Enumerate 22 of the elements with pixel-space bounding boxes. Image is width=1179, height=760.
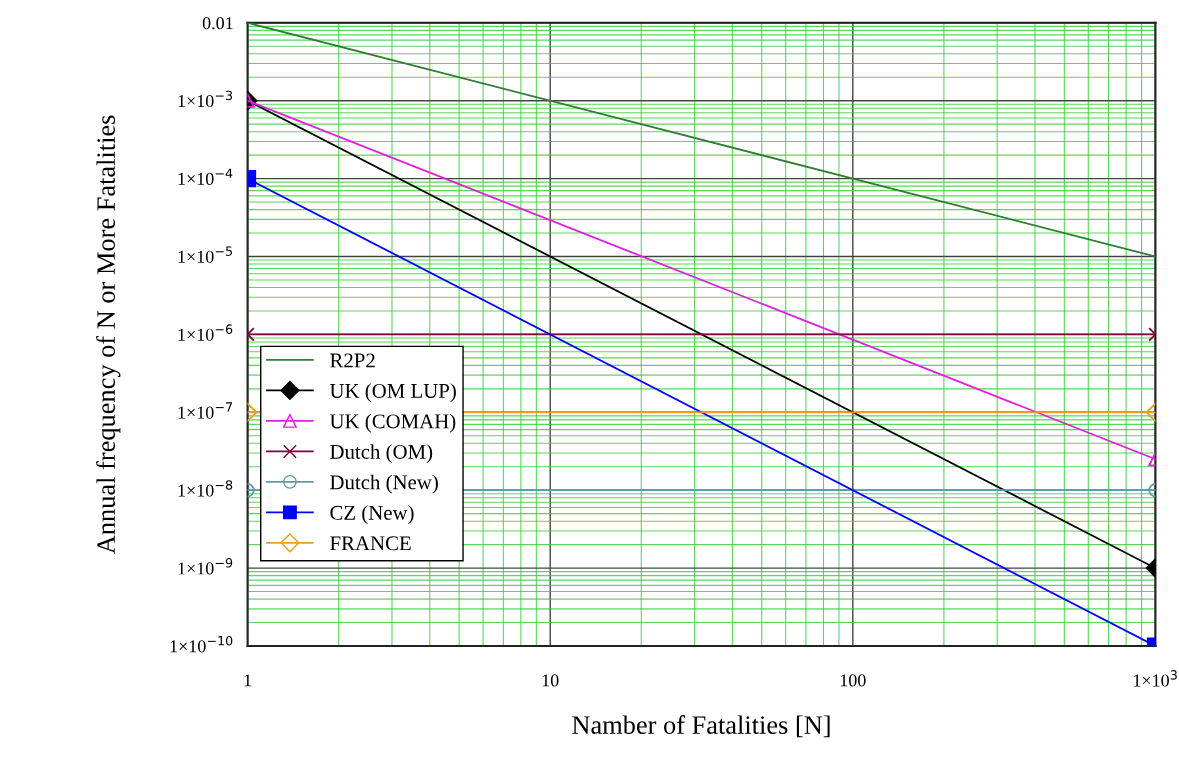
- y-axis-title: Annual frequency of N or More Fatalities: [96, 115, 121, 554]
- x-tick-label: 1: [244, 674, 252, 687]
- x-tick-label: 10: [542, 674, 559, 687]
- legend-label: FRANCE: [330, 536, 411, 551]
- y-tick-label: 1×10$^{−9}$: [178, 558, 233, 575]
- y-tick-label: 1×10$^{−8}$: [178, 480, 233, 497]
- legend-label: CZ (New): [330, 505, 414, 525]
- y-tick-label: 1×10$^{−10}$: [170, 635, 233, 653]
- legend-label: R2P2: [330, 353, 375, 368]
- y-tick-label: 1×10$^{−3}$: [178, 90, 233, 108]
- x-tick-label: 100: [840, 674, 866, 687]
- y-tick-label: 0.01: [202, 17, 233, 30]
- y-tick-label: 1×10$^{−5}$: [178, 246, 232, 263]
- x-tick-label: 1×10$^{3}$: [1133, 670, 1177, 687]
- legend-label: Dutch (New): [330, 474, 438, 494]
- legend-label: UK (OM LUP): [329, 383, 456, 403]
- y-tick-label: 1×10$^{−6}$: [178, 324, 233, 341]
- x-axis-title: Namber of Fatalities [N]: [572, 715, 830, 738]
- legend-label: UK (COMAH): [329, 413, 456, 433]
- y-tick-label: 1×10$^{−7}$: [178, 402, 232, 419]
- y-tick-label: 1×10$^{−4}$: [178, 168, 233, 185]
- legend-label: Dutch (OM): [330, 444, 433, 464]
